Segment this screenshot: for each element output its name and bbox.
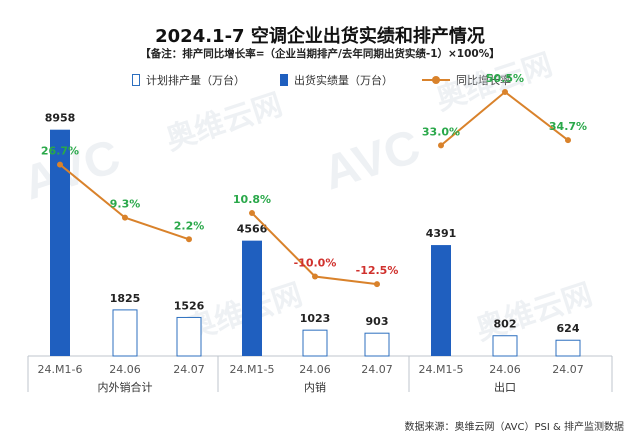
group-label: 内外销合计 <box>98 380 153 394</box>
bar-planned <box>492 335 518 357</box>
bar-value-label: 1825 <box>110 292 141 305</box>
growth-point <box>249 210 255 217</box>
chart-subtitle: 【备注：排产同比增长率=（企业当期排产/去年同期出货实绩-1）×100%】 <box>140 48 500 60</box>
bar-planned <box>176 316 202 357</box>
bar-actual <box>50 129 70 356</box>
growth-point <box>122 214 128 221</box>
legend-item-planned: 计划排产量（万台） <box>132 72 245 88</box>
x-tick-label: 24.M1-6 <box>38 363 83 376</box>
legend: 计划排产量（万台） 出货实绩量（万台） 同比增长率 <box>120 72 580 88</box>
legend-item-actual: 出货实绩量（万台） <box>280 72 393 88</box>
growth-point <box>312 273 318 280</box>
growth-value-label: -12.5% <box>356 264 399 277</box>
legend-label-growth: 同比增长率 <box>456 74 511 87</box>
bar-value-label: 4566 <box>237 223 268 236</box>
legend-swatch-planned <box>132 74 140 86</box>
legend-item-growth: 同比增长率 <box>422 72 511 88</box>
bar-value-label: 802 <box>494 318 517 331</box>
bar-value-label: 1023 <box>300 312 331 325</box>
growth-point <box>186 236 192 243</box>
chart-title: 2024.1-7 空调企业出货实绩和排产情况 <box>155 26 485 47</box>
growth-value-label: -10.0% <box>294 257 337 270</box>
source-note: 数据来源：奥维云网（AVC）PSI & 排产监测数据 <box>404 422 624 433</box>
bar-planned <box>112 309 138 357</box>
legend-swatch-growth <box>422 74 450 86</box>
bar-planned <box>302 329 328 357</box>
growth-value-label: 26.7% <box>41 145 79 158</box>
group-label: 出口 <box>494 380 516 394</box>
bar-actual <box>431 245 451 356</box>
x-tick-label: 24.07 <box>173 363 205 376</box>
bar-value-label: 903 <box>366 315 389 328</box>
growth-point <box>438 142 444 149</box>
growth-value-label: 33.0% <box>422 125 460 138</box>
x-tick-label: 24.06 <box>299 363 331 376</box>
bar-planned <box>555 339 581 357</box>
legend-label-actual: 出货实绩量（万台） <box>294 74 393 87</box>
bar-value-label: 8958 <box>45 112 76 125</box>
growth-value-label: 9.3% <box>110 198 141 211</box>
bar-value-label: 4391 <box>426 227 457 240</box>
x-tick-label: 24.06 <box>489 363 521 376</box>
growth-value-label: 10.8% <box>233 193 271 206</box>
bar-actual <box>242 240 262 356</box>
bar-value-label: 624 <box>557 322 580 335</box>
x-tick-label: 24.07 <box>552 363 584 376</box>
bar-value-label: 1526 <box>174 299 205 312</box>
x-tick-label: 24.06 <box>109 363 141 376</box>
growth-point <box>57 161 63 168</box>
bar-planned <box>364 332 390 357</box>
growth-value-label: 34.7% <box>549 120 587 133</box>
x-tick-label: 24.M1-5 <box>230 363 275 376</box>
growth-point <box>374 281 380 288</box>
growth-value-label: 2.2% <box>174 219 205 232</box>
growth-point <box>502 88 508 95</box>
legend-label-planned: 计划排产量（万台） <box>146 74 245 87</box>
legend-swatch-actual <box>280 74 288 86</box>
x-tick-label: 24.07 <box>361 363 393 376</box>
growth-point <box>565 137 571 144</box>
x-tick-label: 24.M1-5 <box>419 363 464 376</box>
growth-value-label: 50.5% <box>486 72 524 85</box>
group-label: 内销 <box>304 380 326 394</box>
